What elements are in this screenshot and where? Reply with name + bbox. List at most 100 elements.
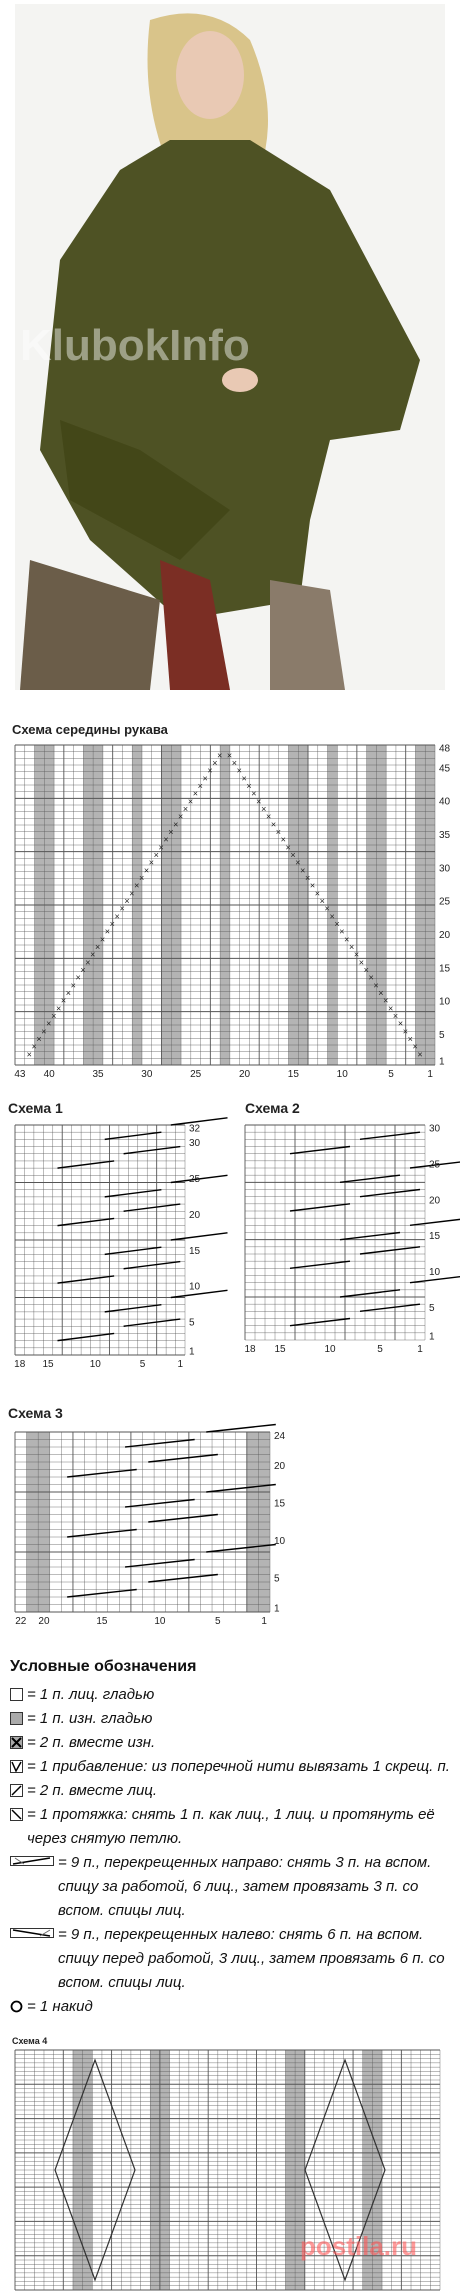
stitch-symbol: × [173, 819, 178, 829]
y-tick-label: 15 [189, 1246, 201, 1257]
cable-symbol [148, 1513, 218, 1523]
y-tick-label: 20 [439, 930, 451, 941]
y-tick-label: 35 [439, 830, 451, 841]
cable-symbol [289, 1260, 351, 1270]
stitch-symbol: × [27, 1049, 32, 1059]
x-tick-label: 20 [38, 1616, 50, 1627]
stitch-symbol: × [315, 888, 320, 898]
cable-symbol [123, 1203, 181, 1212]
cable-symbol [67, 1468, 137, 1478]
x-tick-label: 30 [141, 1069, 153, 1080]
y-tick-label: 20 [189, 1210, 201, 1221]
x-tick-label: 1 [417, 1344, 423, 1355]
stitch-symbol: × [71, 980, 76, 990]
cable-symbol [359, 1188, 421, 1198]
cable-symbol [104, 1188, 162, 1198]
cable-symbol [359, 1246, 421, 1255]
stitch-symbol: × [139, 873, 144, 883]
y-tick-label: 48 [439, 743, 451, 754]
legend-text: = 1 накид [27, 1998, 93, 2015]
y-tick-label: 10 [439, 997, 451, 1008]
cable-symbol [57, 1160, 115, 1169]
stitch-symbol: × [266, 812, 271, 822]
stitch-symbol: × [320, 896, 325, 906]
cable-symbol [104, 1131, 162, 1141]
stitch-symbol: × [227, 750, 232, 760]
stitch-symbol: × [398, 1019, 403, 1029]
y-tick-label: 5 [189, 1318, 195, 1329]
stitch-symbol: × [242, 773, 247, 783]
stitch-symbol: × [110, 919, 115, 929]
x-tick-label: 22 [15, 1616, 27, 1627]
y-tick-label: 1 [189, 1346, 195, 1357]
watermark: KlubokInfo [20, 321, 250, 370]
stitch-symbol: × [46, 1019, 51, 1029]
charts: × ×× ×× ×× ×× ×× ×× ×× ×× ×× ×× ×× ×× ×× ×× ×× ×× ×× ×× ×× ×… [14, 743, 460, 2291]
cable-symbol [289, 1145, 351, 1155]
y-tick-label: 25 [429, 1159, 441, 1170]
y-tick-label: 1 [429, 1331, 435, 1342]
cable-symbol [409, 1275, 460, 1284]
stitch-symbol: × [261, 804, 266, 814]
stitch-symbol: × [198, 781, 203, 791]
cable-symbol [359, 1131, 421, 1141]
stitch-symbol: × [188, 796, 193, 806]
legend-item: = 9 п., перекрещенных налево: снять 6 п.… [10, 1923, 450, 1995]
cable-symbol [289, 1317, 351, 1327]
stitch-symbol: × [178, 812, 183, 822]
stitch-symbol: × [256, 796, 261, 806]
stitch-symbol: × [159, 842, 164, 852]
cable-symbol [123, 1145, 181, 1155]
stitch-symbol: × [403, 1026, 408, 1036]
legend-title: Условные обозначения [10, 1658, 197, 1675]
stitch-symbol: × [408, 1034, 413, 1044]
legend-text: = 9 п., перекрещенных налево: снять 6 п.… [58, 1926, 445, 1991]
cable-symbol [104, 1246, 162, 1256]
y-tick-label: 24 [274, 1431, 286, 1442]
stitch-symbol: × [325, 904, 330, 914]
y-tick-label: 45 [439, 763, 451, 774]
cable-symbol [339, 1289, 401, 1298]
cable-symbol [57, 1332, 115, 1342]
legend-item: = 1 накид [10, 1995, 450, 2019]
stitch-symbol: × [115, 911, 120, 921]
stitch-symbol: × [295, 858, 300, 868]
stitch-symbol: × [349, 942, 354, 952]
stitch-symbol: × [246, 781, 251, 791]
stitch-symbol: × [334, 919, 339, 929]
stitch-symbol: × [51, 1011, 56, 1021]
photo: KlubokInfo [15, 4, 445, 690]
stitch-symbol: × [393, 1011, 398, 1021]
stitch-symbol: × [183, 804, 188, 814]
y-tick-label: 30 [439, 863, 451, 874]
legend-item: = 1 п. изн. гладью [10, 1707, 450, 1731]
y-tick-label: 5 [429, 1303, 435, 1314]
x-tick-label: 18 [14, 1359, 26, 1370]
stitch-symbol: × [56, 1003, 61, 1013]
legend-item: = 2 п. вместе изн. [10, 1731, 450, 1755]
legend-text: = 1 протяжка: снять 1 п. как лиц., 1 лиц… [27, 1806, 435, 1847]
stitch-symbol: × [271, 819, 276, 829]
y-tick-label: 1 [274, 1603, 280, 1614]
x-tick-label: 5 [388, 1069, 394, 1080]
chart-title: Схема 4 [12, 2036, 48, 2046]
stitch-symbol: × [217, 750, 222, 760]
cable-symbol [289, 1203, 351, 1212]
stitch-symbol: × [359, 957, 364, 967]
y-tick-label: 5 [439, 1030, 445, 1041]
stitch-symbol: × [364, 965, 369, 975]
x-tick-label: 18 [244, 1344, 256, 1355]
stitch-symbol: × [378, 988, 383, 998]
chart-title: Схема середины рукава [12, 722, 168, 737]
stitch-symbol: × [32, 1042, 37, 1052]
y-tick-label: 15 [274, 1498, 286, 1509]
x-tick-label: 5 [377, 1344, 383, 1355]
stitch-symbol: × [154, 850, 159, 860]
stitch-symbol: × [212, 758, 217, 768]
x-tick-label: 15 [42, 1359, 54, 1370]
stitch-symbol: × [329, 911, 334, 921]
cable-symbol [409, 1218, 460, 1227]
cable-symbol [148, 1573, 218, 1583]
stitch-symbol: × [144, 865, 149, 875]
cable-symbol [125, 1498, 195, 1508]
